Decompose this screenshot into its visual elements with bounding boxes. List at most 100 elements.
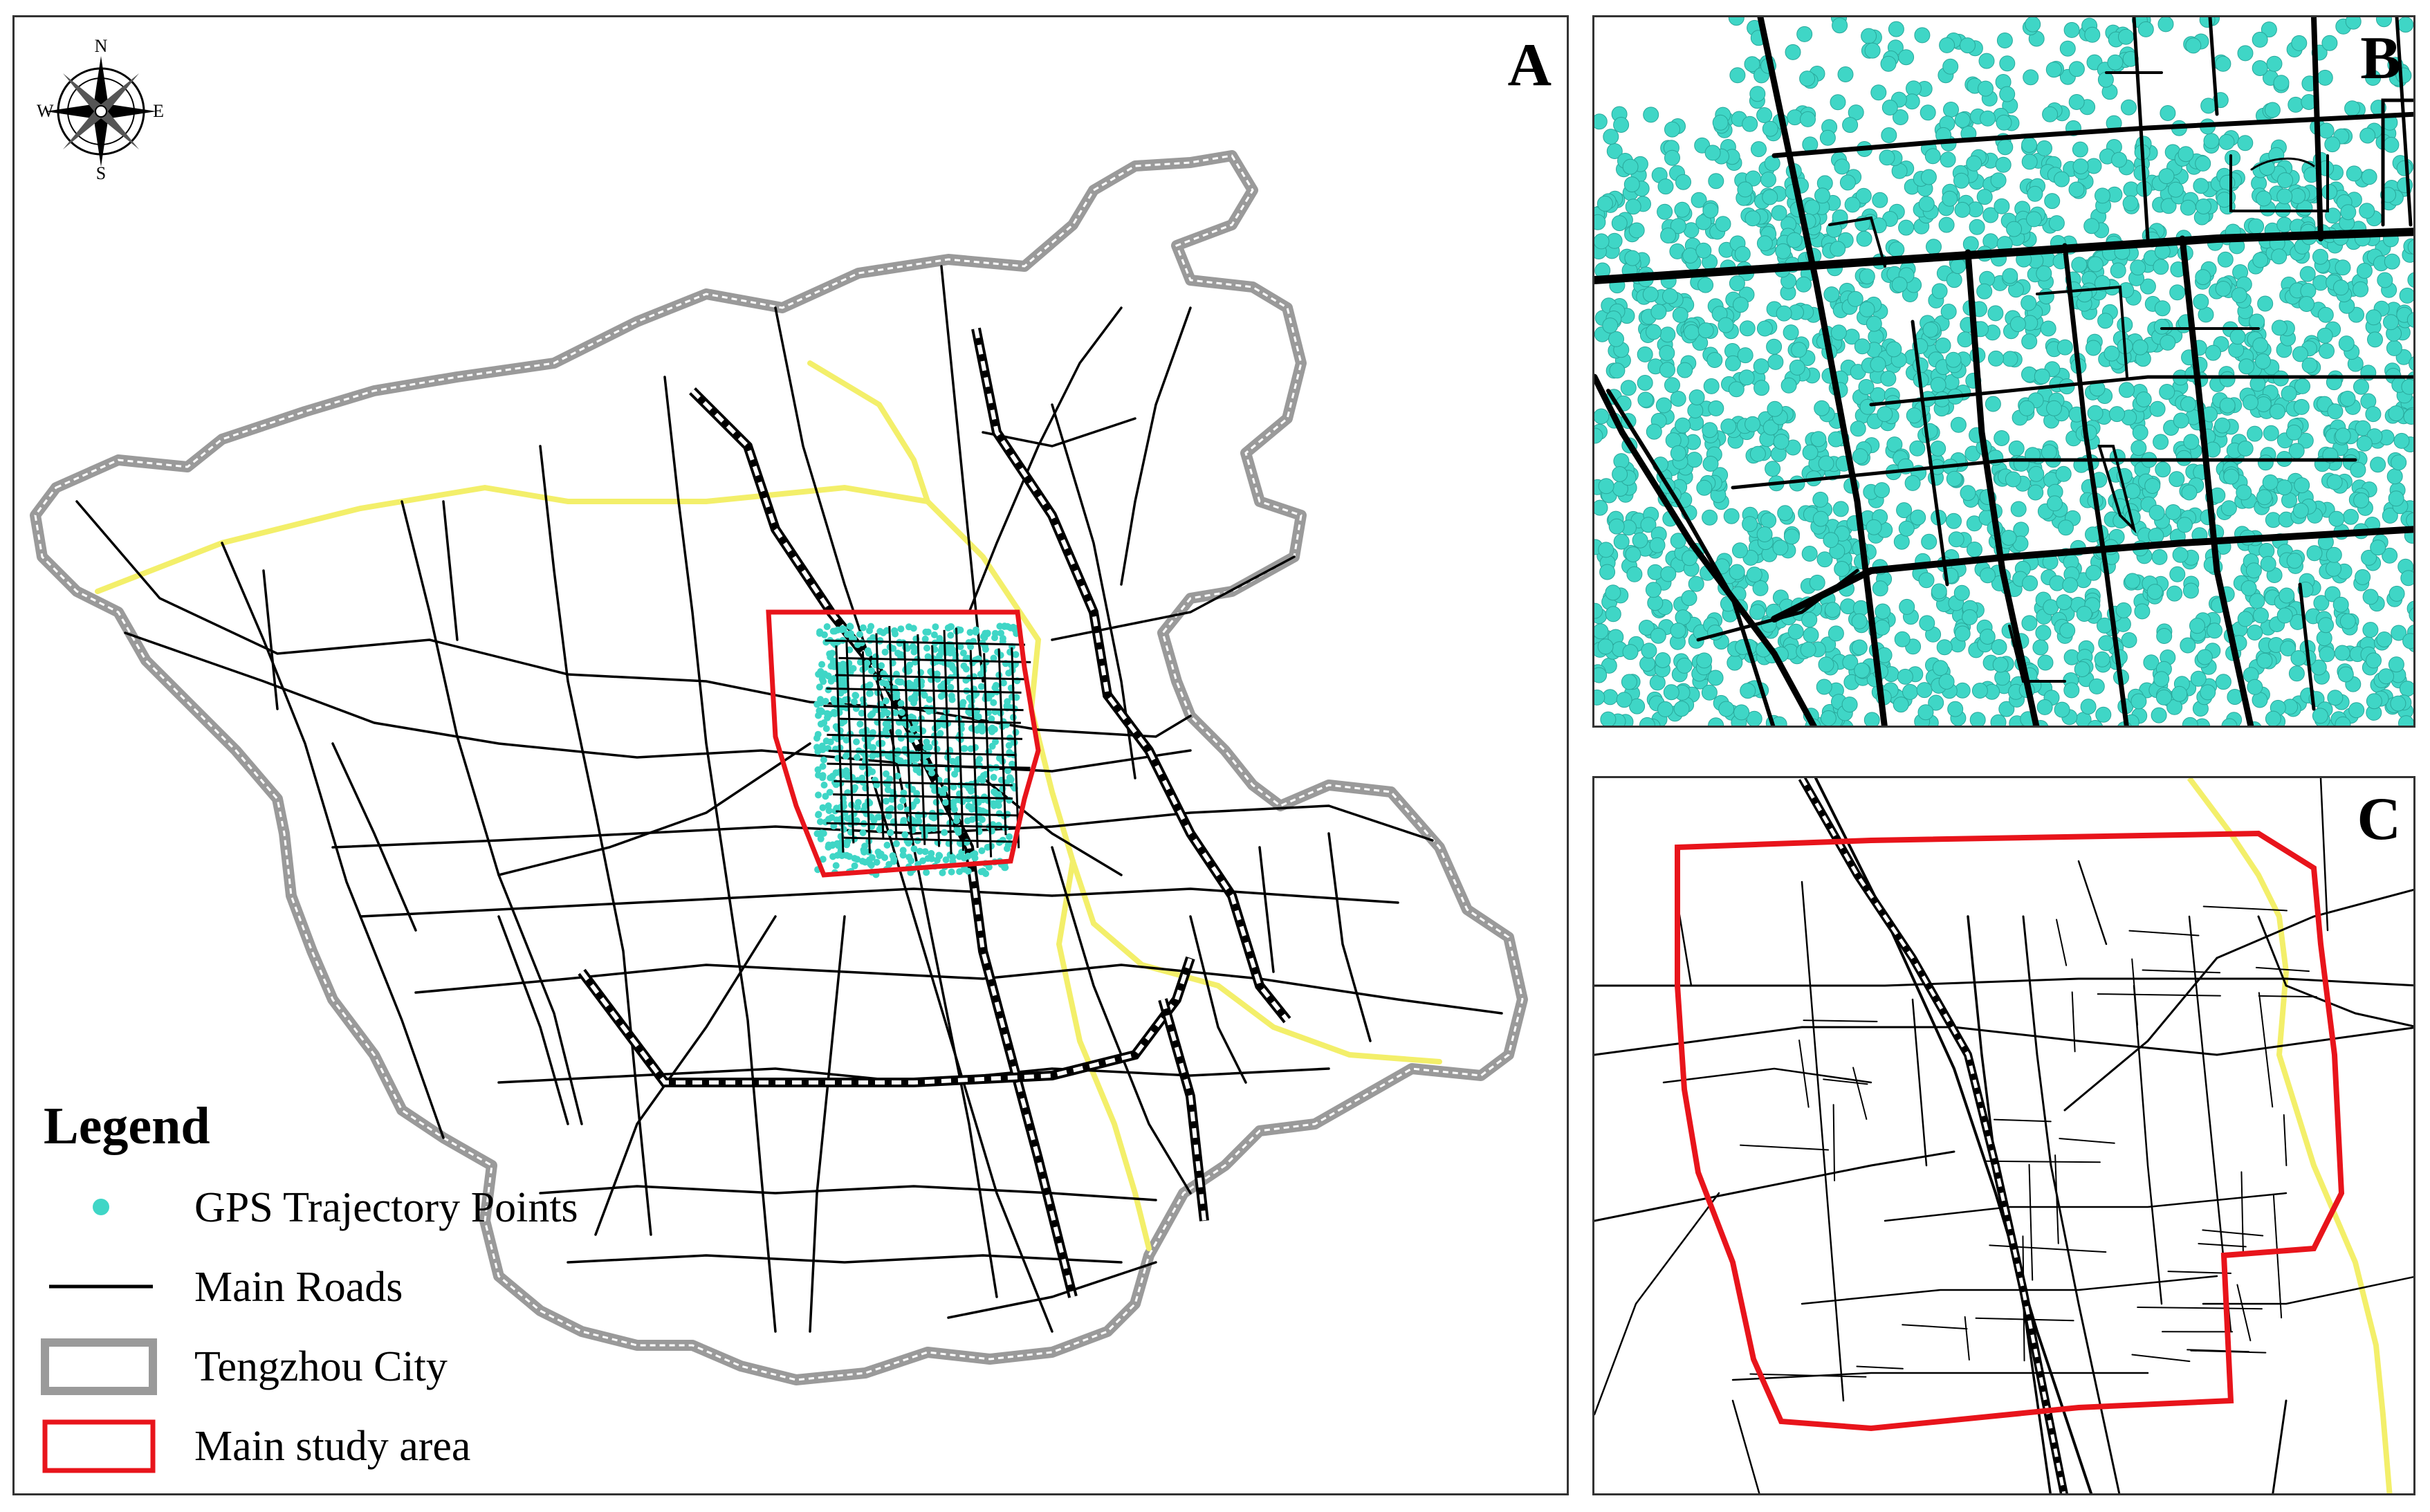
gps-point — [1613, 533, 1630, 550]
compass-west-label: W — [37, 101, 54, 121]
gps-point — [2335, 716, 2351, 726]
gps-point — [1639, 717, 1655, 726]
gps-point — [883, 798, 890, 805]
gps-point — [1594, 214, 1606, 230]
minor-road — [2236, 1284, 2252, 1342]
gps-point — [1598, 542, 1614, 558]
legend-label-study-area: Main study area — [194, 1423, 471, 1470]
gps-point — [1978, 53, 1995, 69]
gps-point — [885, 812, 892, 820]
gps-point — [1723, 508, 1740, 524]
gps-point — [1936, 639, 1953, 656]
gps-point — [853, 738, 860, 746]
gps-point — [908, 713, 915, 721]
detail-road-network — [1594, 17, 2413, 726]
study-area-detail-panel: C — [1592, 776, 2415, 1495]
gps-point — [1728, 381, 1745, 398]
gps-point — [2256, 190, 2272, 207]
gps-point — [885, 860, 893, 868]
gps-point — [1918, 572, 1935, 589]
gps-point — [825, 815, 832, 823]
gps-point — [2240, 580, 2257, 596]
gps-point — [815, 771, 822, 779]
gps-point — [2317, 69, 2333, 86]
gps-point — [981, 634, 988, 641]
gps-point — [2132, 424, 2148, 441]
gps-point — [1932, 660, 1949, 676]
gps-point — [1940, 304, 1957, 320]
gps-point — [1942, 58, 1959, 75]
gps-point — [2409, 356, 2413, 371]
gps-point — [939, 869, 946, 876]
gps-point — [2257, 454, 2274, 471]
gps-point — [936, 635, 944, 642]
gps-point — [1675, 417, 1691, 434]
gps-point — [1830, 94, 1846, 111]
urban-road — [836, 810, 1019, 817]
gps-point — [2332, 279, 2349, 296]
gps-point — [1687, 403, 1704, 418]
minor-road — [2167, 1271, 2232, 1274]
gps-point — [2365, 406, 2382, 423]
gps-point — [2365, 70, 2382, 86]
urban-road — [888, 625, 898, 839]
minor-road — [1852, 1067, 1868, 1120]
gps-point — [2098, 635, 2115, 652]
gps-point — [933, 746, 941, 753]
gps-point — [1767, 400, 1783, 417]
gps-point — [2169, 284, 2186, 301]
gps-point — [942, 799, 950, 806]
gps-point — [1745, 416, 1761, 432]
gps-point — [1608, 518, 1625, 535]
gps-point — [2063, 682, 2080, 699]
gps-point — [1637, 391, 1654, 408]
gps-point — [969, 851, 977, 858]
gps-point — [1938, 216, 1955, 233]
gps-point — [892, 709, 899, 717]
gps-point — [820, 782, 828, 789]
gps-point — [957, 643, 964, 650]
gps-point — [1756, 107, 1773, 123]
gps-point — [1697, 277, 1714, 293]
gps-point — [959, 649, 967, 657]
gps-point — [2286, 553, 2303, 569]
gps-point — [2180, 396, 2196, 412]
gps-point — [1946, 470, 1962, 487]
gps-point — [2021, 137, 2038, 153]
gps-point — [910, 648, 918, 656]
gps-point — [2261, 21, 2277, 38]
gps-point — [2340, 204, 2357, 221]
gps-point — [1660, 228, 1677, 243]
gps-point — [2097, 71, 2114, 88]
gps-point — [1611, 215, 1628, 232]
gps-point — [1920, 104, 1936, 121]
gps-point — [967, 643, 975, 651]
gps-point — [2215, 55, 2231, 72]
gps-point — [1893, 109, 1908, 125]
gps-point — [2393, 432, 2410, 449]
gps-point — [2337, 666, 2354, 683]
gps-point — [2200, 684, 2216, 701]
gps-point — [1670, 623, 1686, 639]
gps-point — [1804, 199, 1821, 216]
gps-point — [1962, 609, 1978, 625]
gps-point — [990, 654, 997, 662]
gps-point — [951, 666, 959, 674]
gps-point — [908, 736, 915, 744]
gps-point — [1729, 564, 1745, 580]
gps-point — [1814, 187, 1830, 204]
gps-point — [1969, 712, 1986, 726]
gps-point — [2087, 256, 2104, 273]
gps-point — [916, 847, 923, 855]
gps-point — [2076, 606, 2092, 622]
gps-point — [2273, 75, 2290, 91]
gps-point — [854, 799, 862, 806]
gps-point — [2382, 508, 2398, 524]
gps-point — [2032, 639, 2049, 656]
gps-point — [1691, 192, 1707, 208]
gps-point — [2134, 603, 2151, 620]
gps-point — [820, 678, 827, 685]
gps-point — [1870, 84, 1887, 101]
gps-point — [1880, 370, 1897, 387]
gps-point — [978, 816, 986, 823]
